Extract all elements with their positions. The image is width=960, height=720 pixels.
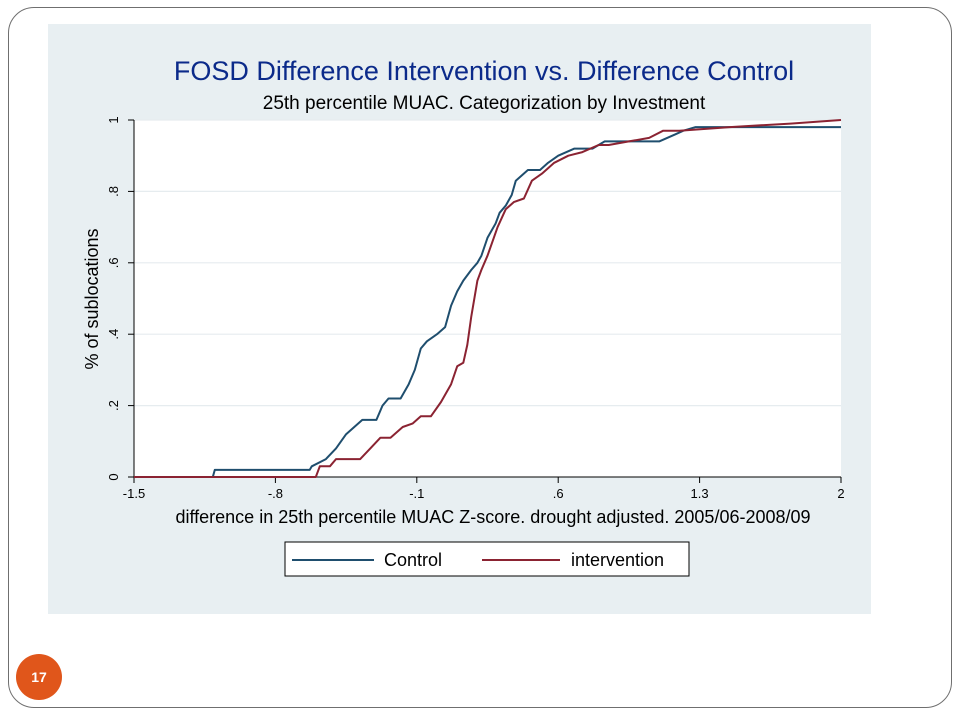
x-tick-label-3: .6 (553, 486, 564, 501)
chart-subtitle: 25th percentile MUAC. Categorization by … (263, 93, 706, 114)
chart-title: FOSD Difference Intervention vs. Differe… (174, 56, 794, 86)
x-tick-label-1: -.8 (268, 486, 283, 501)
x-tick-label-4: 1.3 (691, 486, 709, 501)
page-number-badge: 17 (16, 654, 62, 700)
chart-panel: 0 .2 .4 .6 .8 1 -1.5 -.8 -.1 .6 1.3 2 FOSD Differen… (48, 24, 871, 614)
y-tick-label-1: .2 (106, 400, 121, 411)
grid-lines (134, 119, 841, 407)
x-tick-label-2: -.1 (409, 486, 424, 501)
x-axis-label: difference in 25th percentile MUAC Z-sco… (175, 507, 810, 527)
x-tick-label-0: -1.5 (123, 486, 145, 501)
legend-label-intervention: intervention (571, 550, 664, 570)
y-tick-label-3: .6 (106, 257, 121, 268)
y-tick-label-2: .4 (106, 329, 121, 340)
legend-label-control: Control (384, 550, 442, 570)
plot-area (134, 120, 841, 477)
legend: Control intervention (284, 541, 690, 577)
y-tick-label-5: 1 (106, 116, 121, 123)
y-axis-label: % of sublocations (82, 228, 102, 369)
y-tick-label-0: 0 (106, 473, 121, 480)
series-line-control (134, 126, 841, 478)
series-lines (134, 119, 842, 478)
x-tick-label-5: 2 (837, 486, 844, 501)
series-line-intervention (134, 119, 842, 478)
ticks: 0 .2 .4 .6 .8 1 -1.5 -.8 -.1 .6 1.3 2 (106, 116, 845, 501)
y-tick-label-4: .8 (106, 186, 121, 197)
chart: 0 .2 .4 .6 .8 1 -1.5 -.8 -.1 .6 1.3 2 FOSD Differen… (82, 56, 845, 577)
